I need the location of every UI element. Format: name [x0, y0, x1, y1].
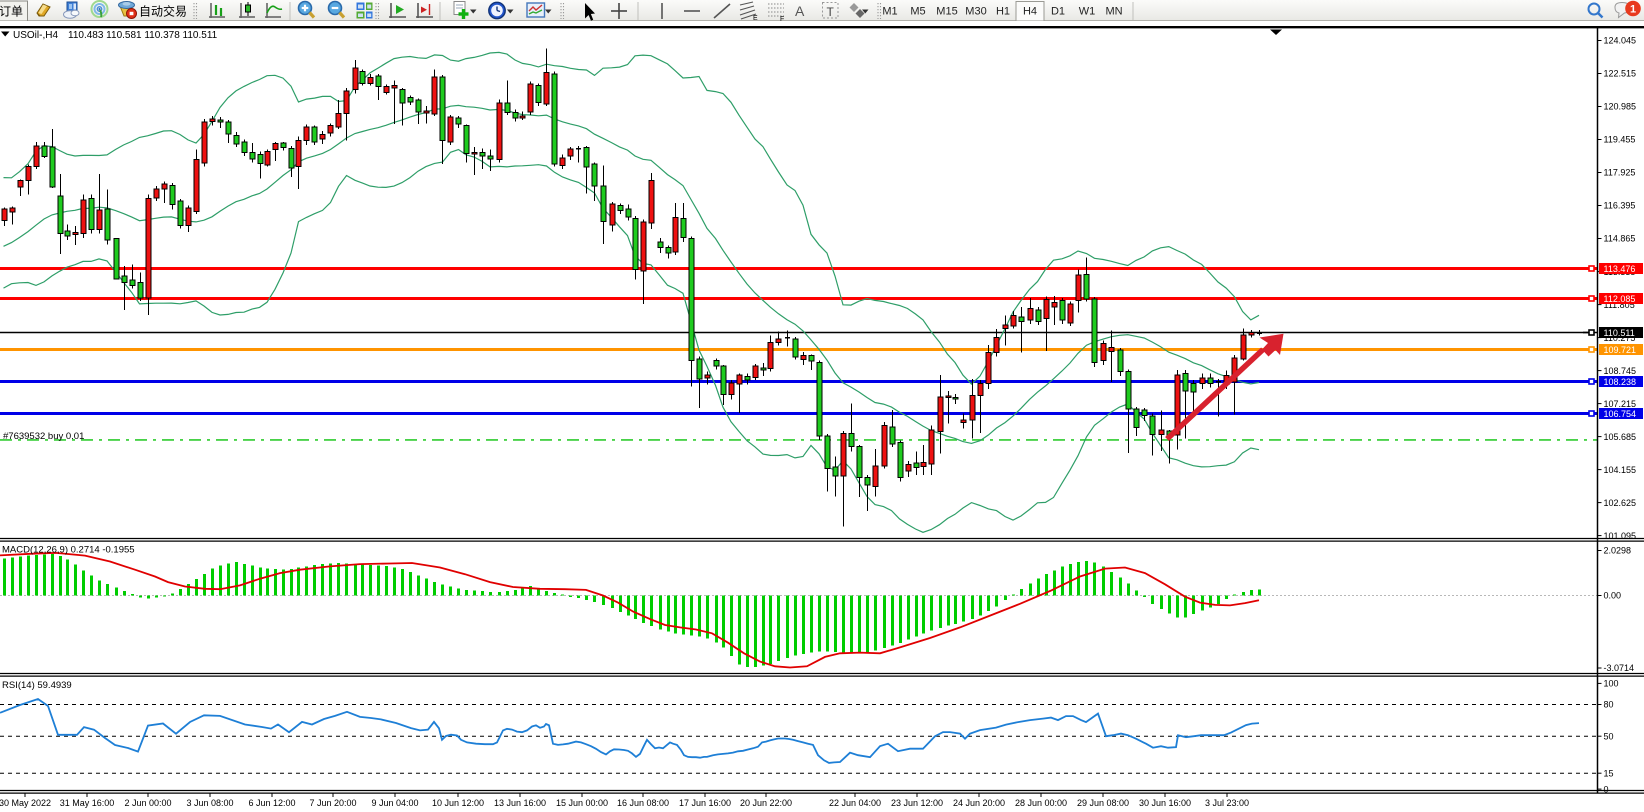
- svg-text:自动交易: 自动交易: [139, 4, 187, 19]
- svg-text:113.476: 113.476: [1604, 264, 1636, 274]
- svg-text:H1: H1: [996, 6, 1010, 18]
- svg-text:订单: 订单: [0, 5, 23, 19]
- svg-text:RSI(14) 59.4939: RSI(14) 59.4939: [2, 680, 72, 691]
- svg-text:117.925: 117.925: [1604, 168, 1636, 178]
- svg-text:H4: H4: [1023, 6, 1037, 18]
- svg-text:105.685: 105.685: [1604, 432, 1637, 442]
- svg-text:15: 15: [1604, 768, 1614, 778]
- svg-text:D1: D1: [1051, 6, 1065, 18]
- svg-text:50: 50: [1604, 732, 1614, 742]
- svg-text:0: 0: [1604, 784, 1609, 794]
- svg-text:100: 100: [1604, 679, 1619, 689]
- svg-text:MN: MN: [1105, 6, 1122, 18]
- svg-text:13 Jun 16:00: 13 Jun 16:00: [494, 798, 546, 808]
- svg-text:30 May 2022: 30 May 2022: [0, 798, 51, 808]
- svg-text:A: A: [795, 3, 805, 19]
- svg-text:108.745: 108.745: [1604, 366, 1637, 376]
- svg-text:114.865: 114.865: [1604, 234, 1636, 244]
- svg-text:1: 1: [1630, 4, 1636, 16]
- svg-text:24 Jun 20:00: 24 Jun 20:00: [953, 798, 1005, 808]
- svg-text:6 Jun 12:00: 6 Jun 12:00: [248, 798, 295, 808]
- svg-text:F: F: [780, 16, 784, 21]
- svg-text:80: 80: [1604, 700, 1614, 710]
- svg-text:110.511: 110.511: [1604, 328, 1635, 338]
- svg-text:116.395: 116.395: [1604, 201, 1636, 211]
- svg-text:M30: M30: [965, 6, 986, 18]
- svg-text:124.045: 124.045: [1604, 36, 1637, 46]
- svg-text:MACD(12,26,9) 0.2714 -0.1955: MACD(12,26,9) 0.2714 -0.1955: [2, 545, 135, 556]
- svg-text:7 Jun 20:00: 7 Jun 20:00: [309, 798, 356, 808]
- svg-text:#7639532 buy 0.01: #7639532 buy 0.01: [3, 431, 84, 442]
- svg-text:104.155: 104.155: [1604, 465, 1637, 475]
- svg-text:30 Jun 16:00: 30 Jun 16:00: [1139, 798, 1191, 808]
- svg-text:15 Jun 00:00: 15 Jun 00:00: [556, 798, 608, 808]
- svg-text:10 Jun 12:00: 10 Jun 12:00: [432, 798, 484, 808]
- svg-text:E: E: [753, 15, 758, 21]
- svg-text:110.483 110.581 110.378 110.51: 110.483 110.581 110.378 110.511: [68, 30, 218, 41]
- svg-text:108.238: 108.238: [1604, 377, 1637, 387]
- svg-text:3 Jun 08:00: 3 Jun 08:00: [186, 798, 233, 808]
- svg-text:W1: W1: [1079, 6, 1096, 18]
- svg-text:107.215: 107.215: [1604, 399, 1637, 409]
- svg-text:M15: M15: [936, 6, 957, 18]
- svg-text:17 Jun 16:00: 17 Jun 16:00: [679, 798, 731, 808]
- svg-text:-3.0714: -3.0714: [1604, 663, 1635, 673]
- svg-text:22 Jun 04:00: 22 Jun 04:00: [829, 798, 881, 808]
- svg-text:16 Jun 08:00: 16 Jun 08:00: [617, 798, 669, 808]
- svg-text:122.515: 122.515: [1604, 69, 1637, 79]
- svg-text:119.455: 119.455: [1604, 135, 1636, 145]
- svg-text:2 Jun 00:00: 2 Jun 00:00: [124, 798, 171, 808]
- svg-text:M1: M1: [882, 6, 897, 18]
- svg-text:20 Jun 22:00: 20 Jun 22:00: [740, 798, 792, 808]
- svg-text:0.00: 0.00: [1604, 591, 1622, 601]
- svg-text:23 Jun 12:00: 23 Jun 12:00: [891, 798, 943, 808]
- svg-text:T: T: [827, 5, 835, 19]
- svg-text:106.754: 106.754: [1604, 409, 1637, 419]
- svg-text:9 Jun 04:00: 9 Jun 04:00: [371, 798, 418, 808]
- svg-text:109.721: 109.721: [1604, 345, 1637, 355]
- svg-text:31 May 16:00: 31 May 16:00: [60, 798, 115, 808]
- svg-text:112.085: 112.085: [1604, 294, 1636, 304]
- svg-text:111.805: 111.805: [1604, 300, 1635, 310]
- svg-text:M5: M5: [910, 6, 925, 18]
- svg-text:2.0298: 2.0298: [1604, 546, 1632, 556]
- svg-text:120.985: 120.985: [1604, 102, 1637, 112]
- svg-text:3 Jul 23:00: 3 Jul 23:00: [1205, 798, 1249, 808]
- svg-text:USOil-,H4: USOil-,H4: [13, 30, 58, 41]
- svg-text:102.625: 102.625: [1604, 498, 1637, 508]
- svg-text:28 Jun 00:00: 28 Jun 00:00: [1015, 798, 1067, 808]
- svg-text:101.095: 101.095: [1604, 531, 1637, 541]
- svg-text:29 Jun 08:00: 29 Jun 08:00: [1077, 798, 1129, 808]
